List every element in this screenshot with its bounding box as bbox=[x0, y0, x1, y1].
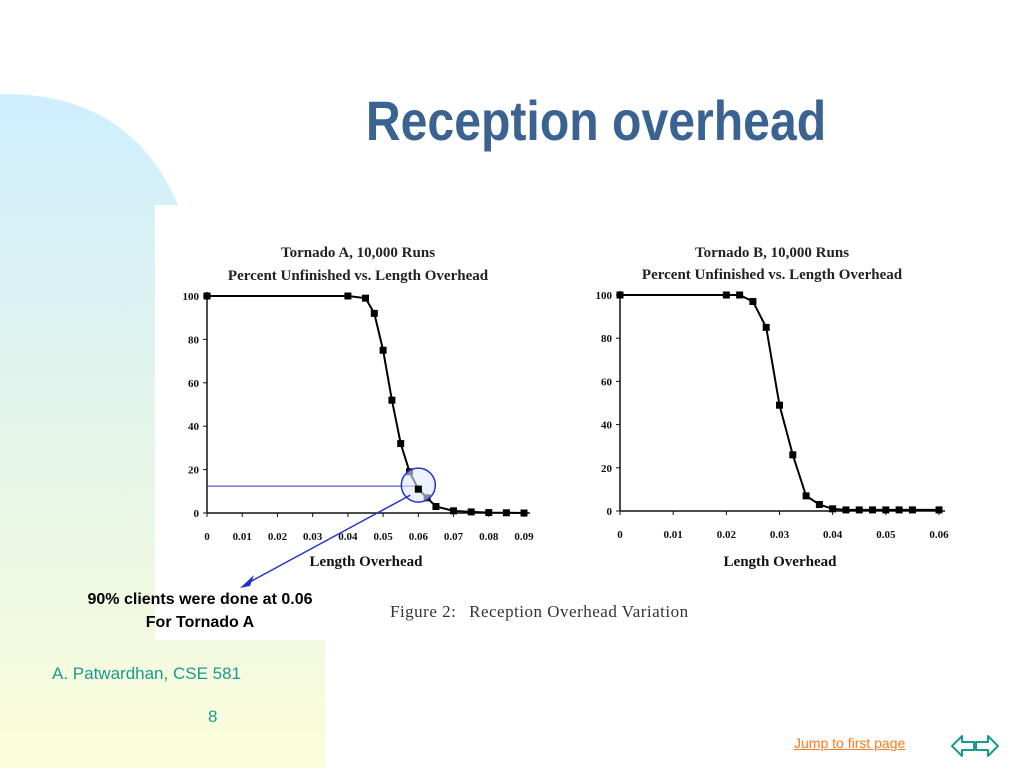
chartA-data-point bbox=[520, 509, 528, 517]
figure-caption: Figure 2: Reception Overhead Variation bbox=[390, 602, 689, 622]
chartB-data-point bbox=[736, 291, 744, 299]
chart-a-title: Tornado A, 10,000 Runs bbox=[281, 245, 435, 261]
chartB-xtick-label: 0.06 bbox=[929, 529, 949, 541]
double-arrow-right-icon[interactable] bbox=[974, 732, 1000, 760]
jump-to-first-page-link[interactable]: Jump to first page bbox=[794, 735, 906, 751]
chartA-xtick-label: 0.03 bbox=[303, 531, 323, 543]
author-footer: A. Patwardhan, CSE 581 bbox=[52, 664, 242, 683]
chart-b-title: Tornado B, 10,000 Runs bbox=[695, 245, 849, 261]
chartA-data-point bbox=[379, 346, 387, 354]
chart-b-series bbox=[616, 291, 943, 514]
chartB-xtick-label: 0 bbox=[617, 529, 623, 541]
annotation-overlay bbox=[207, 467, 437, 588]
chartA-xtick-label: 0 bbox=[204, 531, 210, 543]
chartB-data-point bbox=[802, 492, 810, 500]
decorative-gradient-shape bbox=[0, 93, 325, 768]
chart-a-xlabel: Length Overhead bbox=[310, 554, 424, 570]
chartB-ytick-label: 20 bbox=[601, 463, 613, 475]
chartA-xtick-label: 0.08 bbox=[479, 531, 499, 543]
annotation-text: 90% clients were done at 0.06 For Tornad… bbox=[40, 588, 360, 634]
chartB-data-point bbox=[882, 506, 890, 514]
chartB-data-point bbox=[815, 501, 823, 509]
chartB-data-point bbox=[776, 401, 783, 409]
chartA-series-line bbox=[207, 295, 525, 514]
chartA-data-point bbox=[370, 309, 378, 317]
chartB-xtick-label: 0.05 bbox=[876, 529, 896, 541]
double-arrow-left-icon[interactable] bbox=[950, 732, 976, 760]
chartB-ytick-label: 100 bbox=[596, 290, 613, 302]
chartA-xtick-label: 0.05 bbox=[373, 531, 393, 543]
chartA-xtick-label: 0.01 bbox=[233, 531, 252, 543]
chartA-data-point bbox=[467, 508, 475, 516]
chartA-data-point bbox=[432, 502, 440, 510]
chartB-ytick-label: 0 bbox=[607, 506, 613, 518]
chartB-data-point bbox=[935, 506, 943, 514]
chartA-data-point bbox=[344, 292, 352, 300]
chartA-data-point bbox=[203, 292, 211, 300]
chartA-ytick-label: 60 bbox=[188, 378, 200, 390]
chartB-data-point bbox=[616, 291, 624, 299]
chartB-data-point bbox=[722, 291, 730, 299]
chartA-data-point bbox=[485, 509, 493, 517]
chartB-data-point bbox=[895, 506, 903, 514]
chartB-data-point bbox=[855, 506, 863, 514]
highlight-circle bbox=[400, 467, 437, 503]
chartA-xtick-label: 0.04 bbox=[338, 531, 358, 543]
chartB-data-point bbox=[829, 505, 837, 513]
chartA-data-point bbox=[450, 507, 458, 515]
annotation-arrowhead bbox=[240, 575, 254, 588]
chartB-data-point bbox=[869, 506, 877, 514]
annotation-line-2: For Tornado A bbox=[145, 614, 255, 631]
chartA-ytick-label: 40 bbox=[188, 421, 200, 433]
chart-a-subtitle: Percent Unfinished vs. Length Overhead bbox=[228, 268, 489, 284]
chartA-data-point bbox=[388, 396, 396, 404]
chartB-data-point bbox=[842, 506, 850, 514]
chartA-ytick-label: 0 bbox=[194, 508, 200, 520]
chart-b-xlabel: Length Overhead bbox=[724, 554, 838, 570]
chartB-ytick-label: 60 bbox=[601, 376, 613, 388]
chartA-ytick-label: 80 bbox=[188, 334, 200, 346]
chart-a-series bbox=[203, 292, 528, 517]
chartA-data-point bbox=[362, 294, 369, 302]
chart-b-axes bbox=[619, 291, 945, 512]
chartB-xtick-label: 0.01 bbox=[664, 529, 683, 541]
caption-label: Figure 2: bbox=[390, 602, 457, 621]
chartB-data-point bbox=[749, 297, 757, 305]
caption-text: Reception Overhead Variation bbox=[469, 602, 689, 621]
page-title: Reception overhead bbox=[365, 89, 827, 152]
chart-tornado-a: Tornado A, 10,000 Runs Percent Unfinishe… bbox=[183, 245, 535, 570]
chartB-data-point bbox=[789, 451, 797, 459]
chartB-xtick-label: 0.03 bbox=[770, 529, 790, 541]
chartB-data-point bbox=[908, 506, 916, 514]
chart-b-ticks: 0 20 40 60 80 100 0 0.01 0.02 0.03 0.04 0.05 0.06 bbox=[596, 290, 950, 541]
chartB-xtick-label: 0.02 bbox=[717, 529, 737, 541]
chartA-xtick-label: 0.06 bbox=[409, 531, 429, 543]
chartB-ytick-label: 80 bbox=[601, 333, 613, 345]
chartA-ytick-label: 100 bbox=[183, 291, 200, 303]
chartA-xtick-label: 0.07 bbox=[444, 531, 464, 543]
chartA-xtick-label: 0.02 bbox=[268, 531, 288, 543]
chartA-data-point bbox=[502, 509, 510, 517]
annotation-arrow-line bbox=[245, 494, 411, 585]
chart-a-ticks: 0 20 40 60 80 100 0 0.01 0.02 0.03 0.04 0.05 0.06 0.0… bbox=[183, 291, 535, 543]
chart-a-axes bbox=[206, 292, 530, 514]
chart-b-subtitle: Percent Unfinished vs. Length Overhead bbox=[642, 267, 903, 283]
chartB-xtick-label: 0.04 bbox=[823, 529, 843, 541]
chartB-ytick-label: 40 bbox=[601, 420, 613, 432]
chartA-data-point bbox=[397, 440, 405, 448]
annotation-line-1: 90% clients were done at 0.06 bbox=[87, 591, 313, 608]
chartB-data-point bbox=[762, 323, 770, 331]
chartA-xtick-label: 0.09 bbox=[514, 531, 534, 543]
chart-tornado-b: Tornado B, 10,000 Runs Percent Unfinishe… bbox=[596, 245, 950, 570]
page-number: 8 bbox=[208, 707, 218, 726]
highlight-point-marker bbox=[414, 485, 422, 493]
chartA-ytick-label: 20 bbox=[188, 465, 200, 477]
